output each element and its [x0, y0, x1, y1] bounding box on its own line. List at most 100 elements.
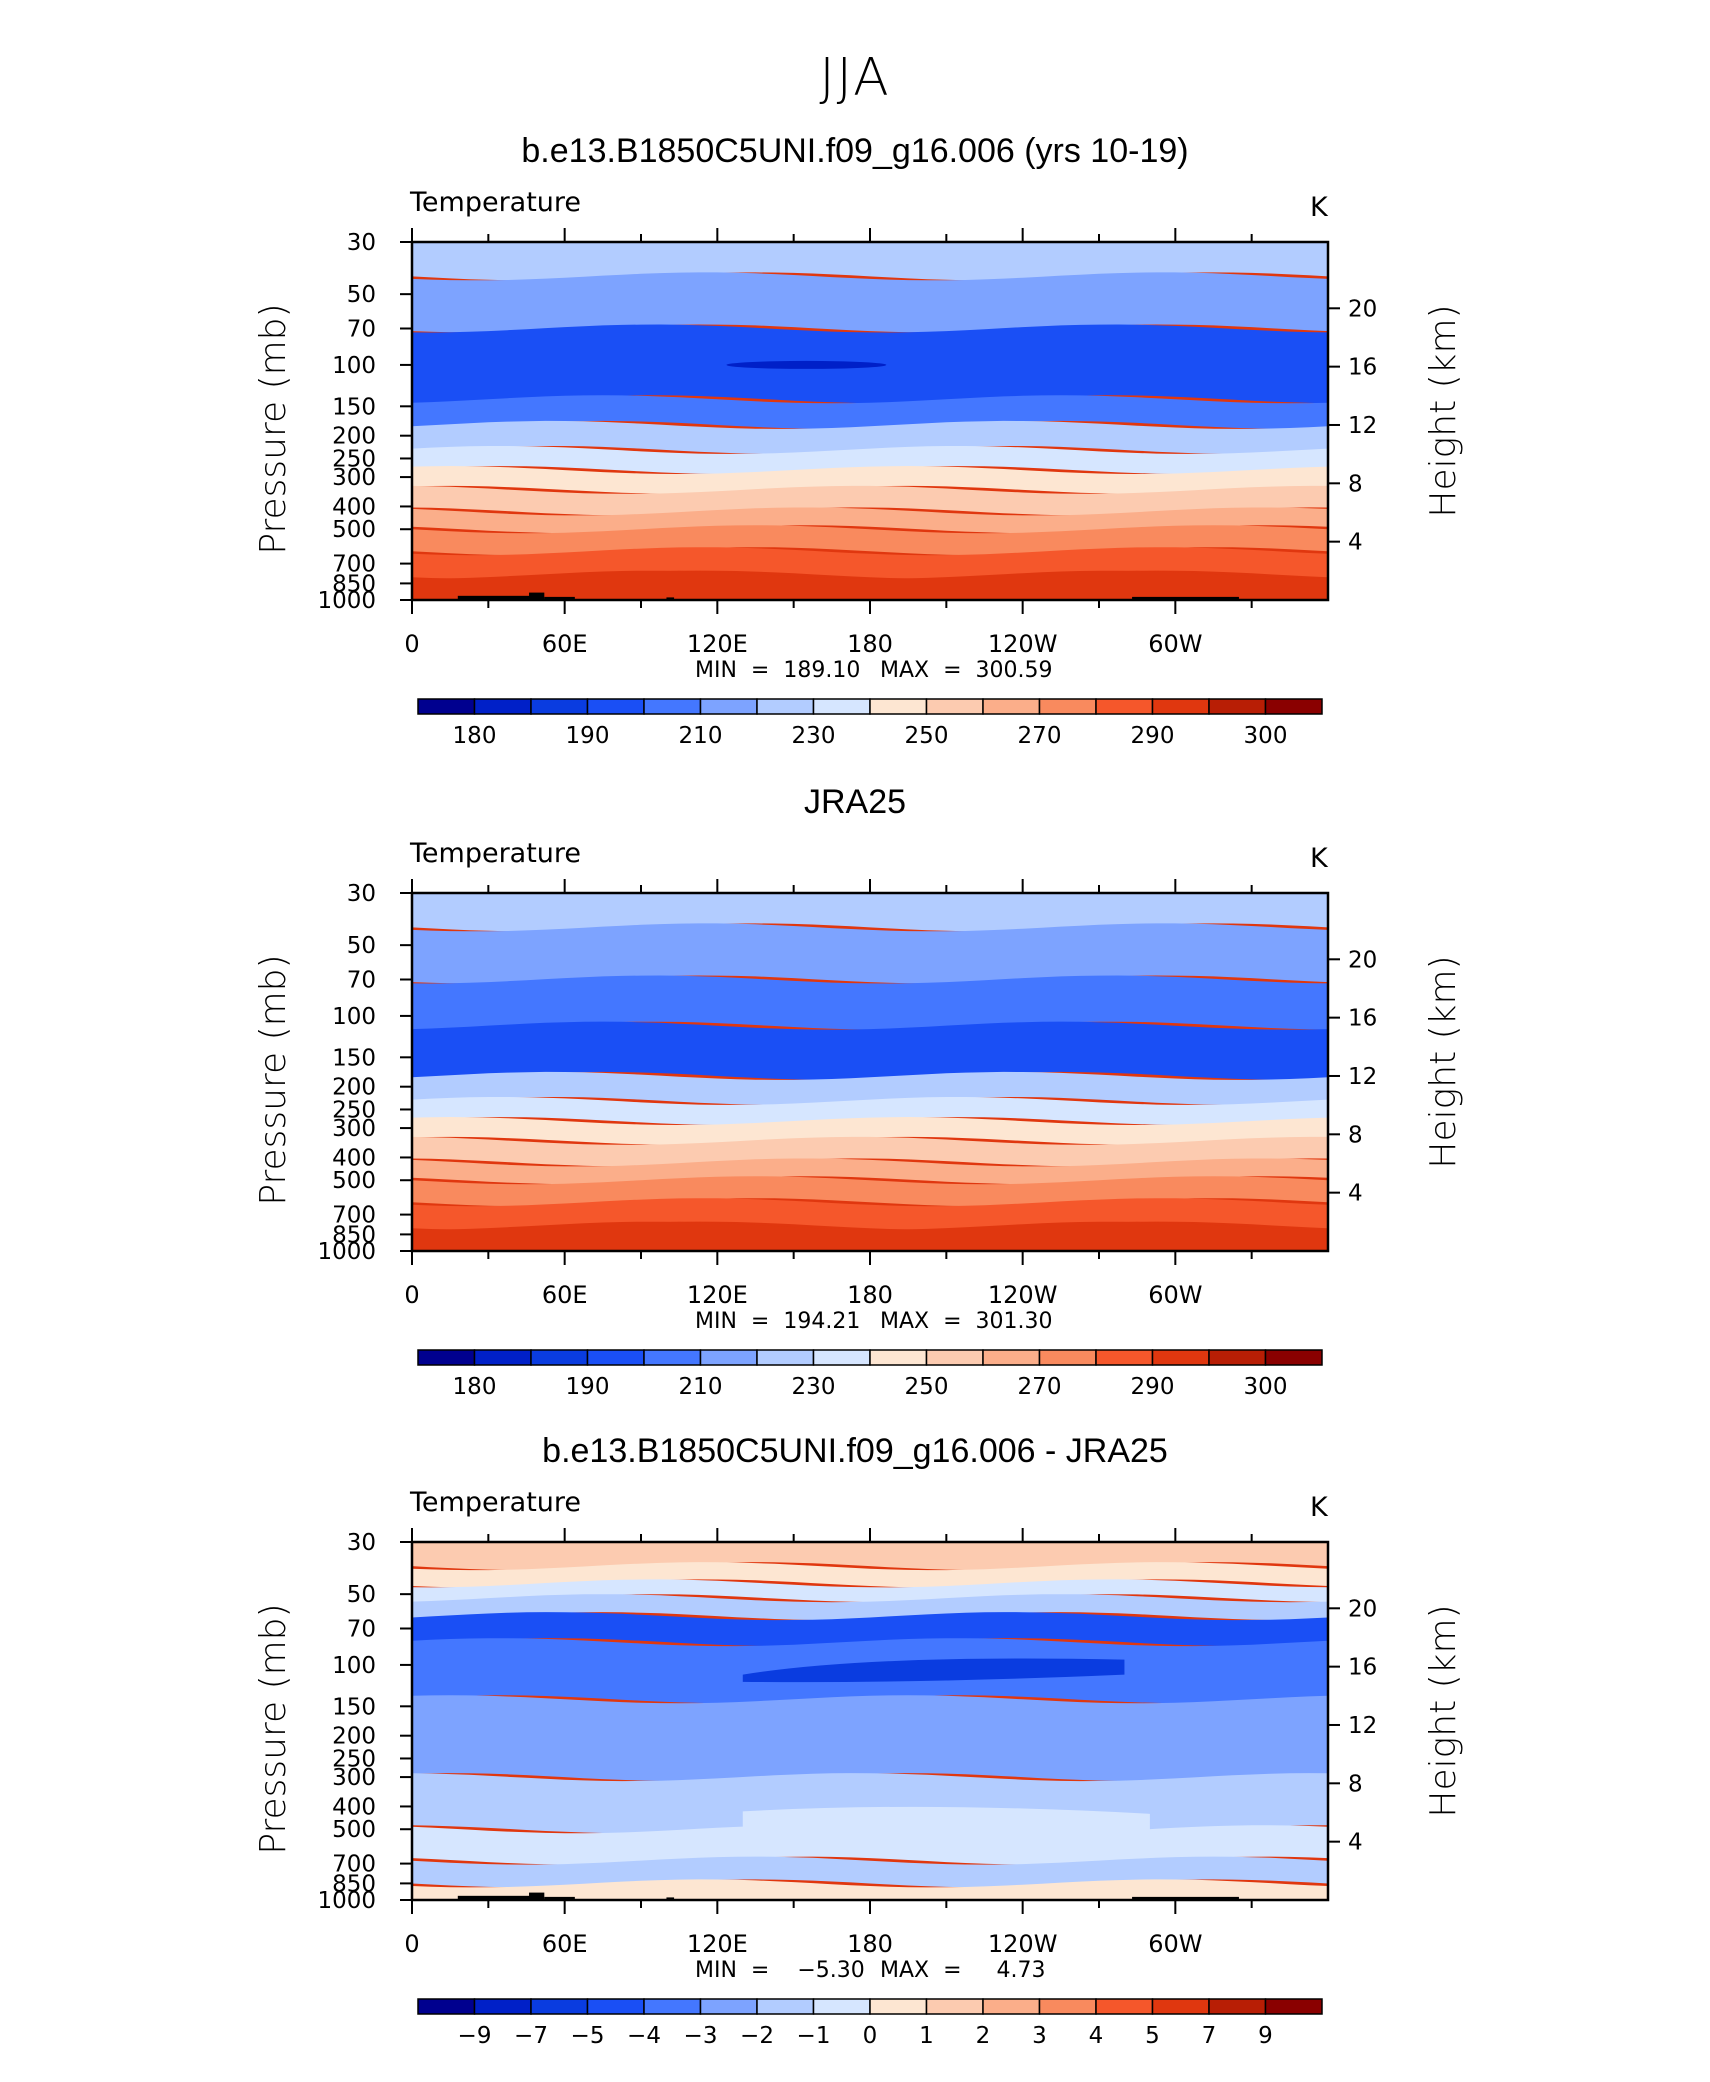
- x-tick-label: 120E: [687, 1281, 748, 1309]
- colorbar-label: −7: [514, 2023, 548, 2049]
- y-tick-label: 300: [332, 1765, 376, 1791]
- colorbar-swatch: [643, 698, 702, 715]
- colorbar-swatch: [1151, 1998, 1210, 2015]
- y-tick-label: 50: [347, 282, 376, 308]
- max-label: MAX = 301.30: [880, 1309, 1053, 1334]
- colorbar-label: 1: [919, 2023, 934, 2049]
- y-tick-label: 200: [332, 1075, 376, 1101]
- colorbar-label: 270: [1018, 723, 1062, 749]
- colorbar-swatch: [586, 1349, 645, 1366]
- y2-tick-label: 8: [1348, 1771, 1363, 1797]
- topography-mask: [1132, 1896, 1239, 1900]
- panel-difference: b.e13.B1850C5UNI.f09_g16.006 - JRA25 Tem…: [0, 1432, 1710, 2082]
- colorbar-label: −5: [571, 2023, 605, 2049]
- colorbar-swatch: [1208, 1998, 1267, 2015]
- x-tick-label: 60E: [542, 630, 588, 658]
- units-label: K: [1310, 192, 1328, 223]
- units-label: K: [1310, 843, 1328, 874]
- y-tick-label: 500: [332, 1168, 376, 1194]
- colorbar-swatch: [530, 1998, 589, 2015]
- y-tick-label: 850: [332, 571, 376, 597]
- x-tick-label: 180: [847, 630, 893, 658]
- colorbar-label: −2: [740, 2023, 774, 2049]
- contour-band: [412, 1176, 1328, 1207]
- y-tick-label: 700: [332, 1203, 376, 1229]
- panel-title: b.e13.B1850C5UNI.f09_g16.006 (yrs 10-19): [521, 132, 1189, 170]
- contour-band: [412, 1117, 1328, 1145]
- min-label: MIN = −5.30: [695, 1958, 865, 1983]
- y2-tick-label: 4: [1348, 530, 1363, 556]
- y2-tick-label: 20: [1348, 947, 1377, 973]
- colorbar-swatch: [473, 1349, 532, 1366]
- min-label: MIN = 189.10: [695, 658, 861, 683]
- contour-band: [412, 395, 1328, 429]
- contour-plot: 0 60E 120E 180 120W 60W3050701001502002503004…: [253, 228, 1464, 749]
- contour-band: [412, 272, 1328, 333]
- contour-band: [412, 1542, 1328, 1571]
- contour-fill: [412, 893, 1328, 1251]
- contour-band: [412, 893, 1328, 932]
- contour-band: [412, 1879, 1328, 1900]
- contour-band: [412, 525, 1328, 556]
- colorbar-label: 7: [1202, 2023, 1217, 2049]
- contour-band: [412, 923, 1328, 984]
- y-tick-label: 30: [347, 1530, 376, 1556]
- contour-band: [412, 1579, 1328, 1603]
- y2-tick-label: 20: [1348, 296, 1377, 322]
- colorbar-label: 290: [1131, 1374, 1175, 1400]
- y-tick-label: 100: [332, 1004, 376, 1030]
- colorbar-swatch: [643, 1349, 702, 1366]
- y-tick-label: 70: [347, 317, 376, 343]
- x-tick-label: 120E: [687, 1930, 748, 1958]
- x-tick-label: 60W: [1148, 630, 1202, 658]
- y-tick-label: 1000: [317, 1239, 376, 1265]
- colorbar-label: 210: [679, 723, 723, 749]
- x-tick-label: 60W: [1148, 1281, 1202, 1309]
- contour-band: [412, 975, 1328, 1030]
- y-tick-label: 200: [332, 424, 376, 450]
- colorbar-label: 300: [1244, 723, 1288, 749]
- colorbar-swatch: [530, 1349, 589, 1366]
- y-tick-label: 30: [347, 230, 376, 256]
- y-tick-label: 30: [347, 881, 376, 907]
- colorbar-swatch: [756, 1349, 815, 1366]
- y-tick-label: 200: [332, 1724, 376, 1750]
- y2-tick-label: 20: [1348, 1596, 1377, 1622]
- y2-tick-label: 16: [1348, 355, 1377, 381]
- x-tick-label: 60W: [1148, 1930, 1202, 1958]
- colorbar-swatch: [812, 698, 871, 715]
- colorbar-label: 230: [792, 1374, 836, 1400]
- colorbar-label: 230: [792, 723, 836, 749]
- units-label: K: [1310, 1492, 1328, 1523]
- colorbar-swatch: [812, 1349, 871, 1366]
- y-tick-label: 500: [332, 517, 376, 543]
- colorbar-label: 190: [566, 1374, 610, 1400]
- x-tick-label: 180: [847, 1281, 893, 1309]
- colorbar-label: 9: [1258, 2023, 1273, 2049]
- colorbar-label: 5: [1145, 2023, 1160, 2049]
- contour-band: [412, 1021, 1328, 1080]
- colorbar-label: 290: [1131, 723, 1175, 749]
- x-tick-label: 120W: [988, 630, 1058, 658]
- y-tick-label: 250: [332, 1097, 376, 1123]
- colorbar-swatch: [530, 698, 589, 715]
- contour-band: [412, 1221, 1328, 1251]
- contour-band: [412, 507, 1328, 534]
- colorbar-swatch: [982, 1998, 1041, 2015]
- max-label: MAX = 300.59: [880, 658, 1053, 683]
- colorbar-swatch: [925, 1998, 984, 2015]
- figure: JJA b.e13.B1850C5UNI.f09_g16.006 (yrs 10…: [253, 48, 1464, 2049]
- colorbar-swatch: [417, 1349, 476, 1366]
- contour-band: [412, 1695, 1328, 1782]
- contour-band: [412, 466, 1328, 494]
- y2-tick-label: 16: [1348, 1655, 1377, 1681]
- colorbar-label: 180: [453, 1374, 497, 1400]
- colorbar-swatch: [982, 1349, 1041, 1366]
- colorbar-label: 0: [863, 2023, 878, 2049]
- colorbar-label: 2: [976, 2023, 991, 2049]
- topography-mask: [457, 595, 535, 600]
- x-tick-label: 0: [404, 1281, 419, 1309]
- colorbar-swatch: [417, 698, 476, 715]
- colorbar-swatch: [643, 1998, 702, 2015]
